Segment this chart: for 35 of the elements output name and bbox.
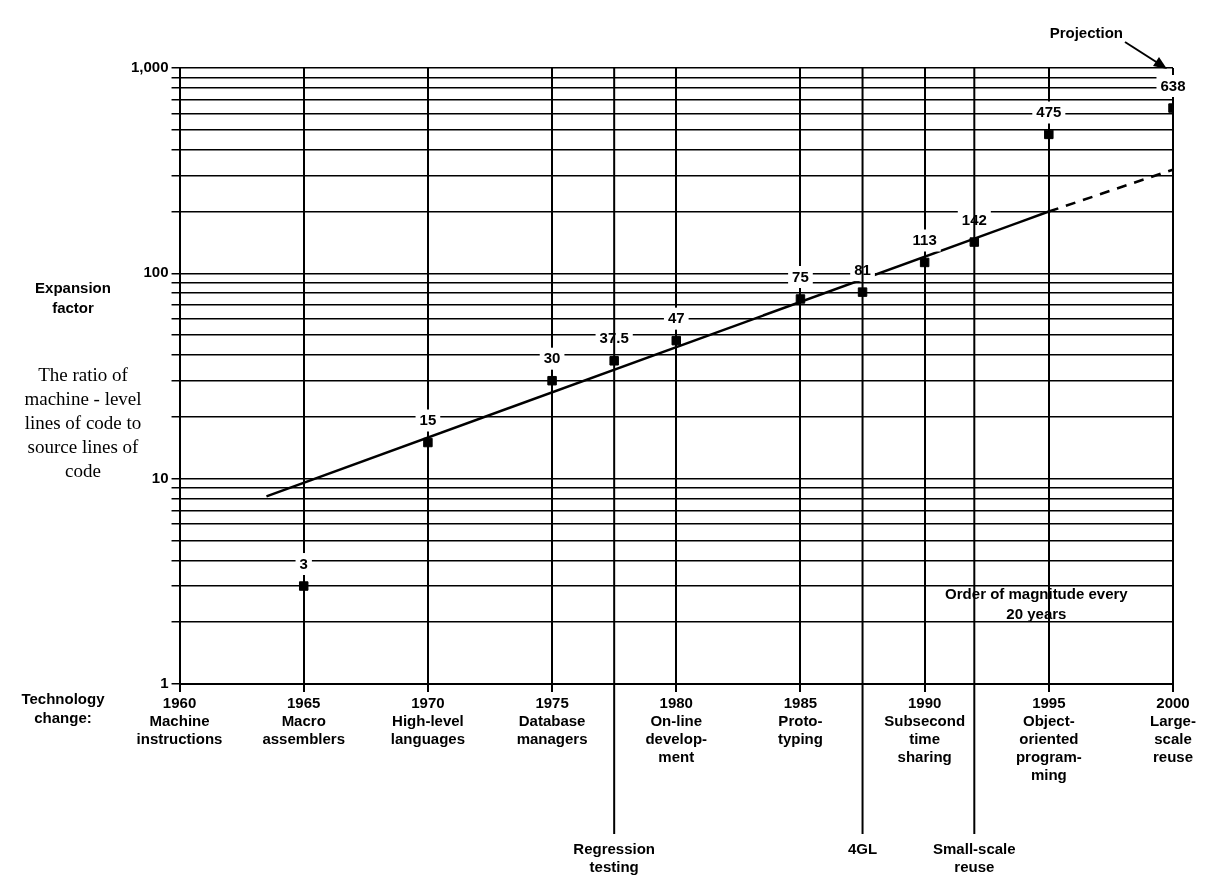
data-label: 15 bbox=[419, 411, 437, 429]
x-tick-label: 2000 Large- scale reuse bbox=[1150, 694, 1196, 766]
y-tick-label: 100 bbox=[143, 263, 169, 281]
point bbox=[609, 356, 619, 366]
data-label: 475 bbox=[1036, 103, 1062, 121]
data-label: 113 bbox=[912, 231, 937, 249]
data-label: 3 bbox=[299, 554, 308, 572]
data-label: 638 bbox=[1160, 76, 1186, 94]
x-tick-label: 1990 Subsecond time sharing bbox=[884, 694, 966, 766]
x-tick-label: 1995 Object- oriented program- ming bbox=[1015, 694, 1082, 784]
y-tick-label: 1 bbox=[160, 674, 169, 692]
ref-line-label: 4GL bbox=[847, 839, 878, 857]
point bbox=[423, 437, 433, 448]
x-tick-label: 1980 On-line develop- ment bbox=[645, 694, 708, 766]
x-tick-label: 1985 Proto- typing bbox=[777, 694, 823, 748]
y-tick-label: 1,000 bbox=[130, 58, 169, 76]
text: The ratio of machine - level lines of code to source lines of code bbox=[24, 363, 142, 481]
y-axis-title: Expansion factor bbox=[35, 279, 111, 317]
data-label: 47 bbox=[667, 309, 685, 327]
x-tick-label: 1960 Machine instructions bbox=[136, 694, 223, 748]
ref-line-label: Small-scale reuse bbox=[933, 839, 1016, 875]
point bbox=[547, 375, 557, 386]
data-label: 30 bbox=[543, 349, 561, 367]
point bbox=[298, 581, 309, 591]
x-tick-label: 1970 High-level languages bbox=[390, 694, 465, 748]
point bbox=[671, 335, 682, 346]
point bbox=[1044, 129, 1054, 140]
text: Technology change: bbox=[21, 690, 106, 726]
point bbox=[919, 257, 930, 268]
text: Projection bbox=[1049, 24, 1123, 41]
y-tick-label: 10 bbox=[151, 468, 169, 486]
x-tick-label: 1975 Database managers bbox=[516, 694, 588, 748]
data-label: 75 bbox=[792, 267, 809, 285]
ref-line-label: Regression testing bbox=[573, 839, 656, 875]
x-tick-label: 1965 Macro assemblers bbox=[262, 694, 345, 748]
